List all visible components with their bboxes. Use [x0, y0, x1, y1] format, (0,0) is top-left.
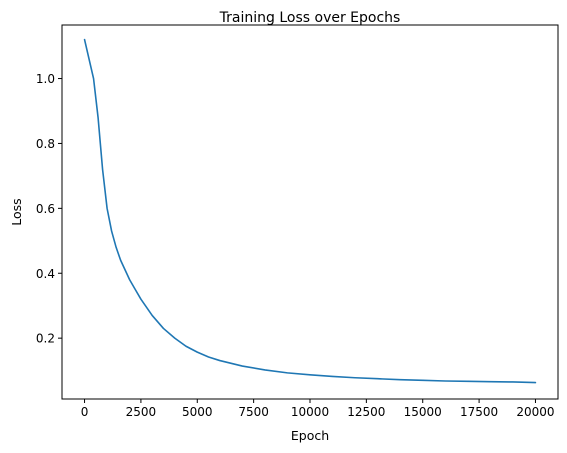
y-tick-label: 0.8	[36, 137, 55, 151]
x-tick-label: 17500	[460, 405, 498, 419]
series-layer	[83, 38, 537, 384]
y-tick-label: 0.4	[36, 267, 55, 281]
x-axis-ticks: 0 2500 5000 7500 10000 12500 15000 17500 20000	[81, 399, 555, 419]
y-axis-ticks: 0.2 0.4 0.6 0.8 1.0	[36, 72, 62, 346]
x-tick-label: 0	[81, 405, 89, 419]
x-tick-label: 2500	[126, 405, 157, 419]
x-tick-label: 20000	[516, 405, 554, 419]
x-axis-label: Epoch	[291, 428, 329, 443]
loss-series-line	[83, 38, 537, 384]
x-tick-label: 7500	[238, 405, 269, 419]
y-axis-label: Loss	[9, 198, 24, 225]
plot-frame	[61, 24, 559, 400]
x-tick-label: 12500	[347, 405, 385, 419]
x-tick-label: 5000	[182, 405, 213, 419]
y-tick-label: 0.2	[36, 332, 55, 346]
y-tick-label: 0.6	[36, 202, 55, 216]
x-tick-label: 10000	[291, 405, 329, 419]
y-tick-label: 1.0	[36, 72, 55, 86]
x-tick-label: 15000	[404, 405, 442, 419]
chart-title: Training Loss over Epochs	[219, 10, 401, 26]
